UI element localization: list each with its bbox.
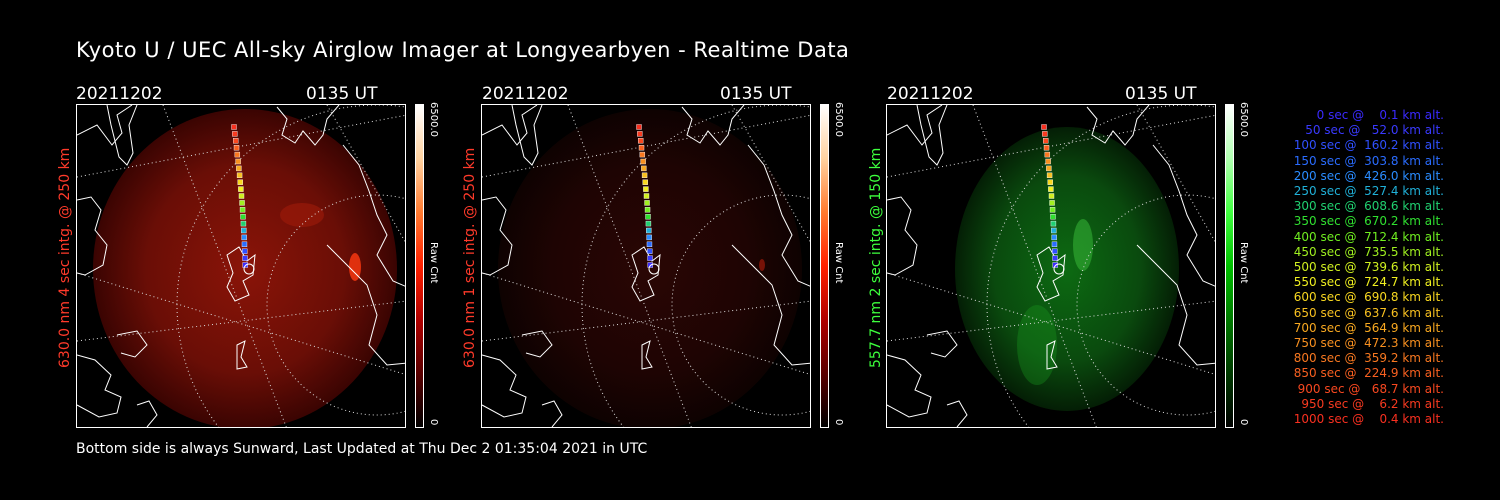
legend-row: 1000 sec @ 0.4 km alt. (1293, 412, 1444, 427)
legend-row: 950 sec @ 6.2 km alt. (1297, 396, 1444, 411)
panel-1-colorbar-unit: Raw Cnt (428, 242, 439, 284)
legend-row: 150 sec @ 303.8 km alt. (1289, 153, 1444, 168)
footer-note: Bottom side is always Sunward, Last Upda… (76, 441, 648, 457)
legend-row: 650 sec @ 637.6 km alt. (1289, 305, 1444, 320)
panel-3-date: 20211202 (887, 84, 974, 104)
legend-row: 250 sec @ 527.4 km alt. (1289, 184, 1444, 199)
airglow-image (955, 127, 1179, 411)
panel-2-time: 0135 UT (720, 84, 792, 104)
legend-row: 750 sec @ 472.3 km alt. (1289, 336, 1444, 351)
panel-1-time: 0135 UT (306, 84, 378, 104)
airglow-image (93, 109, 397, 427)
panel-2-date: 20211202 (482, 84, 569, 104)
legend-row: 300 sec @ 608.6 km alt. (1289, 199, 1444, 214)
legend-row: 800 sec @ 359.2 km alt. (1289, 351, 1444, 366)
legend-row: 450 sec @ 735.5 km alt. (1289, 244, 1444, 259)
panel-2-colorbar-unit: Raw Cnt (833, 242, 844, 284)
panel-3-time: 0135 UT (1125, 84, 1197, 104)
panel-3-sky-image (886, 104, 1216, 428)
panel-2-colorbar (820, 104, 829, 428)
panel-3-colorbar (1225, 104, 1234, 428)
legend-row: 600 sec @ 690.8 km alt. (1289, 290, 1444, 305)
panel-3-colorbar-min: 0 (1238, 419, 1249, 426)
panel-3-colorbar-unit: Raw Cnt (1238, 242, 1249, 284)
altitude-legend: 0 sec @ 0.1 km alt. 50 sec @ 52.0 km alt… (1264, 108, 1444, 427)
panel-1-colorbar-min: 0 (428, 419, 439, 426)
legend-row: 400 sec @ 712.4 km alt. (1289, 229, 1444, 244)
panel-1-date: 20211202 (76, 84, 163, 104)
airglow-image (498, 109, 802, 427)
legend-row: 100 sec @ 160.2 km alt. (1289, 138, 1444, 153)
legend-row: 850 sec @ 224.9 km alt. (1289, 366, 1444, 381)
panel-3-colorbar-max: 6500.0 (1238, 102, 1249, 137)
panel-1-colorbar (415, 104, 424, 428)
legend-row: 200 sec @ 426.0 km alt. (1289, 168, 1444, 183)
legend-row: 50 sec @ 52.0 km alt. (1297, 123, 1444, 138)
legend-row: 0 sec @ 0.1 km alt. (1305, 108, 1444, 122)
legend-row: 700 sec @ 564.9 km alt. (1289, 320, 1444, 335)
panel-1-axis-label: 630.0 nm 4 sec intg. @ 250 km (57, 147, 73, 368)
panel-1-colorbar-max: 6500.0 (428, 102, 439, 137)
panel-2-axis-label: 630.0 nm 1 sec intg. @ 250 km (462, 147, 478, 368)
panel-2-colorbar-max: 6500.0 (833, 102, 844, 137)
legend-row: 350 sec @ 670.2 km alt. (1289, 214, 1444, 229)
panel-2-colorbar-min: 0 (833, 419, 844, 426)
page-title: Kyoto U / UEC All-sky Airglow Imager at … (76, 38, 850, 62)
legend-row: 900 sec @ 68.7 km alt. (1293, 381, 1444, 396)
legend-row: 550 sec @ 724.7 km alt. (1289, 275, 1444, 290)
panel-2-sky-image (481, 104, 811, 428)
panel-3-axis-label: 557.7 nm 2 sec intg. @ 150 km (868, 147, 884, 368)
panel-1-sky-image (76, 104, 406, 428)
legend-row: 500 sec @ 739.6 km alt. (1289, 260, 1444, 275)
